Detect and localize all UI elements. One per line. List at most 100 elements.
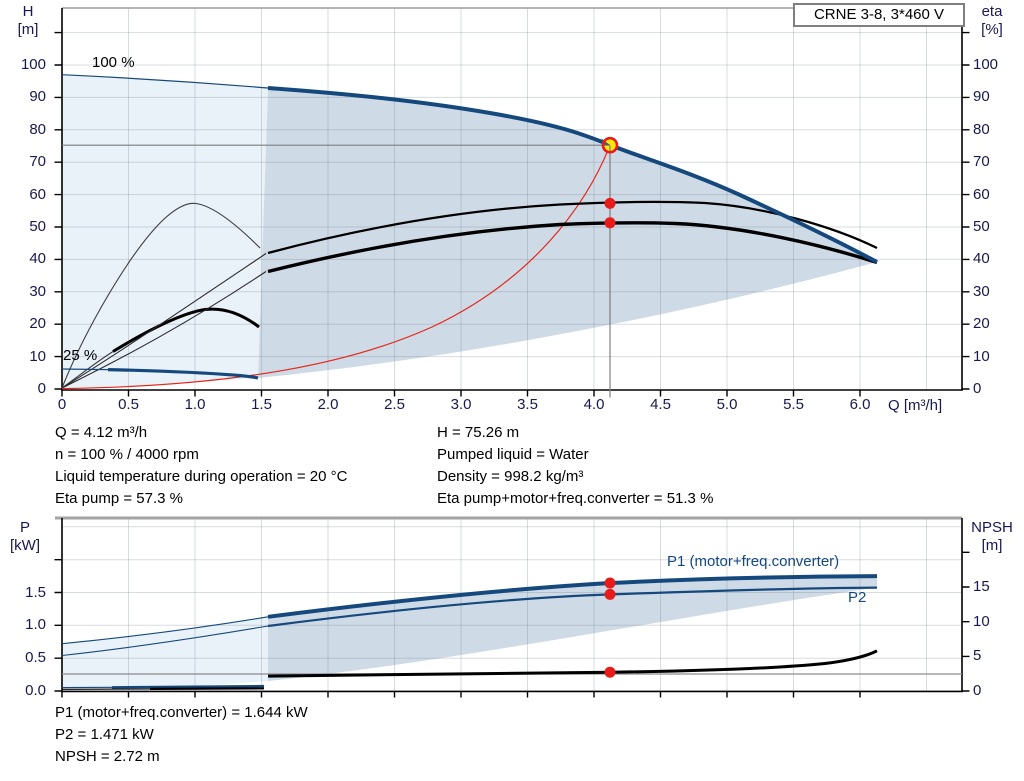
eta-tick-label: 30 (973, 282, 990, 300)
npsh-axis-title: NPSH (971, 519, 1013, 536)
npsh-tick-label: 5 (973, 647, 982, 665)
h-tick-label: 90 (29, 88, 46, 106)
duty-h: H = 75.26 m (437, 424, 520, 441)
eta-pump-duty-dot (604, 197, 616, 209)
speed-25-label: 25 % (63, 347, 98, 364)
npsh-value: NPSH = 2.72 m (55, 748, 160, 765)
npsh-tick-label: 0 (973, 682, 982, 699)
p-tick-label: 1.5 (25, 583, 46, 601)
p-axis-unit: [kW] (10, 537, 40, 554)
system-curve (61, 144, 611, 390)
qh-curve-25-thin (61, 368, 109, 371)
p-tick-label: 1.0 (25, 616, 46, 634)
qh-cursor-lines (62, 144, 611, 398)
qh-axes (61, 8, 963, 391)
duty-info-left: Q = 4.12 m³/h n = 100 % / 4000 rpm Liqui… (55, 422, 347, 510)
eta-total-arc-min-speed (112, 307, 260, 353)
power-info: P1 (motor+freq.converter) = 1.644 kW P2 … (55, 702, 308, 768)
duty-point-ring (601, 136, 619, 154)
npsh-min-speed-thick (149, 687, 265, 690)
eta-tick-label: 100 (973, 56, 999, 73)
eta-axis-title: eta (981, 3, 1003, 20)
q-tick-label: 3.0 (450, 396, 472, 413)
speed-100-label: 100 % (92, 54, 135, 71)
qh-chart (54, 7, 970, 398)
eta-tick-label: 70 (973, 153, 990, 171)
q-tick-label: 5.0 (716, 396, 738, 413)
h-tick-label: 100 (20, 56, 46, 73)
q-tick-label: 4.5 (650, 396, 671, 413)
eta-tick-label: 40 (973, 250, 990, 268)
p1-curve-thin (61, 616, 269, 645)
power-axes (61, 518, 963, 693)
eta-axis-unit: [%] (981, 21, 1003, 38)
q-tick-label: 3.5 (517, 396, 538, 413)
h-tick-label: 30 (29, 282, 46, 300)
h-tick-label: 10 (29, 347, 46, 365)
h-axis-title: H (22, 3, 34, 20)
p1-duty-dot (604, 577, 616, 589)
eta-tick-label: 90 (973, 88, 990, 106)
h-tick-label: 50 (29, 218, 46, 235)
qh-envelope-light-fill (62, 74, 268, 389)
q-tick-label: 6.0 (849, 396, 871, 413)
eta-tick-label: 0 (973, 380, 982, 397)
eta-tick-label: 80 (973, 120, 990, 138)
power-envelope-dark-fill (268, 576, 877, 681)
eta-total-duty-dot (604, 217, 616, 229)
eta-tick-label: 60 (973, 185, 990, 203)
h-tick-label: 20 (29, 315, 46, 333)
p1-value: P1 (motor+freq.converter) = 1.644 kW (55, 704, 308, 721)
duty-eta-total: Eta pump+motor+freq.converter = 51.3 % (437, 490, 714, 507)
duty-info-right: H = 75.26 m Pumped liquid = Water Densit… (437, 422, 713, 510)
q-tick-label: 0 (57, 396, 67, 413)
power-npsh-chart (54, 516, 970, 698)
p2-value: P2 = 1.471 kW (55, 726, 154, 743)
duty-n: n = 100 % / 4000 rpm (55, 446, 199, 463)
p1-curve-label: P1 (motor+freq.converter) (667, 553, 840, 570)
q-tick-label: 5.5 (783, 396, 804, 413)
q-axis-title: Q [m³/h] (888, 397, 943, 414)
eta-total-curve-thin-ext (61, 271, 267, 389)
duty-density: Density = 998.2 kg/m³ (437, 468, 584, 485)
duty-eta-pump: Eta pump = 57.3 % (55, 490, 183, 507)
q-tick-label: 2.0 (317, 396, 339, 413)
h-tick-label: 40 (29, 250, 46, 268)
p-tick-label: 0.0 (25, 682, 46, 699)
power-axis-ticks (54, 551, 970, 698)
q-tick-label: 0.5 (118, 396, 139, 413)
eta-tick-label: 10 (973, 347, 990, 365)
h-tick-label: 70 (29, 153, 46, 171)
npsh-axis-unit: [m] (981, 537, 1003, 554)
eta-pump-arc-min-speed (61, 202, 261, 389)
p2-curve-thin (61, 625, 269, 657)
eta-tick-label: 50 (973, 218, 990, 235)
h-tick-label: 80 (29, 120, 46, 138)
duty-q: Q = 4.12 m³/h (55, 424, 148, 441)
h-axis-unit: [m] (17, 21, 39, 38)
qh-curve-100-thin (61, 74, 269, 89)
p-min-speed-thick (111, 684, 265, 689)
duty-liquid: Pumped liquid = Water (437, 446, 589, 463)
q-tick-label: 1.0 (184, 396, 206, 413)
pump-type-label: CRNE 3-8, 3*460 V (813, 6, 945, 23)
qh-axis-ticks (54, 31, 970, 397)
h-tick-label: 0 (37, 380, 46, 397)
npsh-tick-label: 10 (973, 612, 990, 630)
p2-curve-label: P2 (848, 589, 867, 606)
qh-envelope-dark-fill (258, 88, 877, 378)
duty-temperature: Liquid temperature during operation = 20… (55, 468, 348, 485)
q-tick-label: 1.5 (251, 396, 272, 413)
h-tick-label: 60 (29, 185, 46, 203)
npsh-tick-label: 15 (973, 578, 990, 595)
qh-curve-25 (107, 368, 259, 380)
pump-type-box: CRNE 3-8, 3*460 V (793, 3, 965, 27)
q-tick-label: 4.0 (583, 396, 605, 413)
eta-pump-curve-thin-ext (61, 253, 267, 389)
power-envelope-light-fill (62, 616, 268, 691)
q-tick-label: 2.5 (384, 396, 405, 413)
npsh-curve (267, 649, 878, 678)
p-axis-title: P (19, 519, 30, 536)
